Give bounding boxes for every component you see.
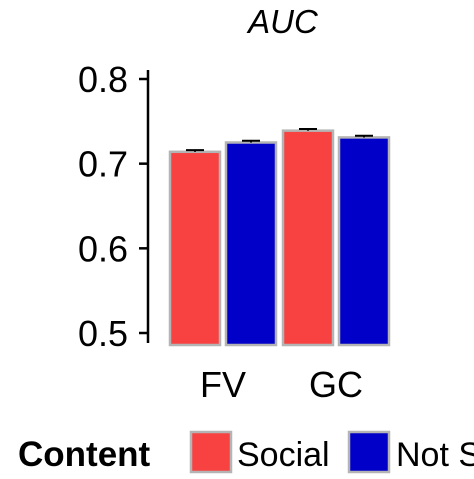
legend-swatch-not-s [347,430,391,474]
x-tick-label: GC [309,364,363,405]
y-tick-label: 0.8 [78,59,128,100]
legend-title: Content [18,435,151,474]
legend-swatch-social [189,430,233,474]
legend: Content Social Not S [18,430,474,474]
bar-fv-social [168,150,222,347]
x-tick-label: FV [200,364,246,405]
y-tick-label: 0.6 [78,228,128,269]
y-tick-label: 0.5 [78,313,128,354]
legend-label: Social [237,436,330,474]
bar-gc-not-s [337,136,391,347]
bar-fv-not-s [224,141,278,347]
legend-label: Not S [396,436,474,474]
plot-area: 0.5 0.6 0.7 0.8 FV GC [78,59,391,405]
y-tick-label: 0.7 [78,144,128,185]
bar-gc-social [281,129,335,347]
chart-title: AUC [246,3,319,40]
